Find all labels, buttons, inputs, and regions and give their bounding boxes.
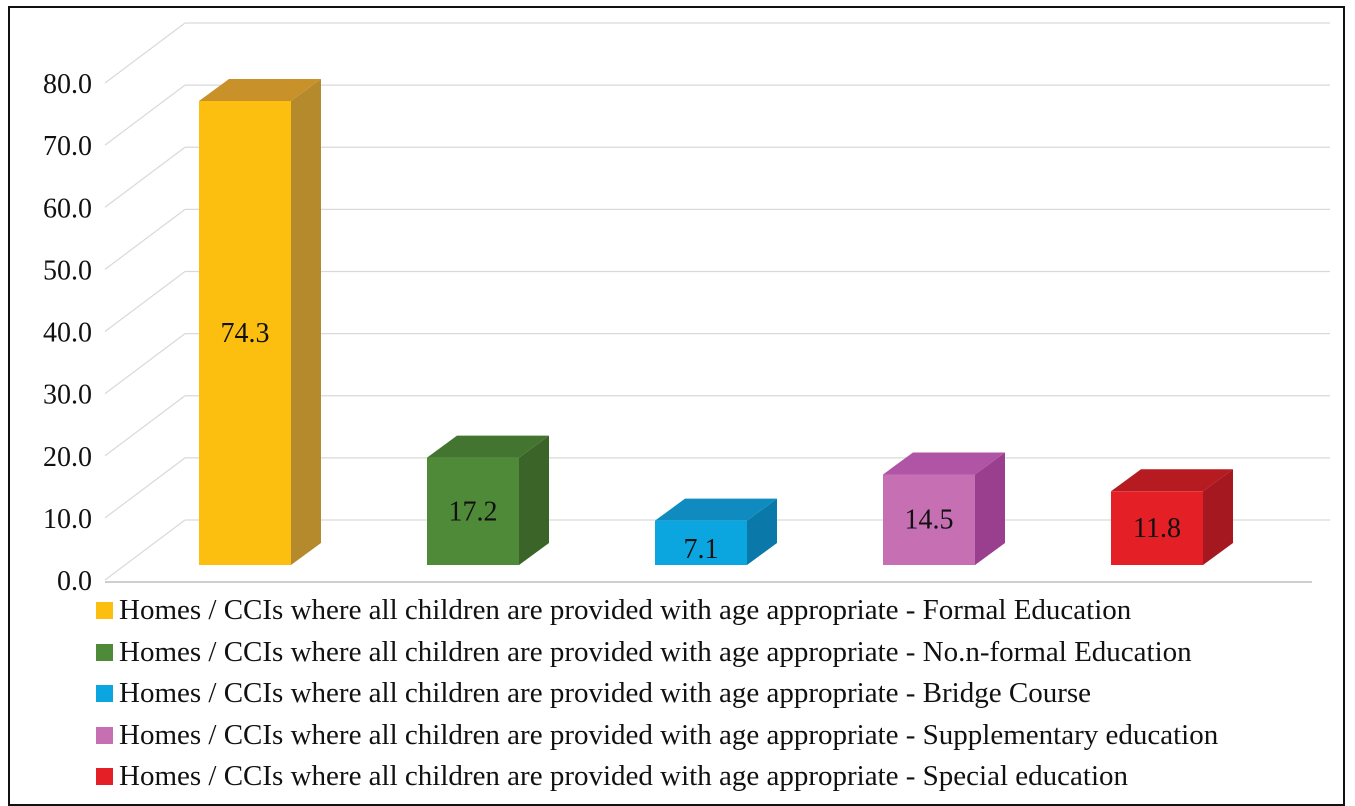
bar-top-face (199, 79, 321, 101)
gridline-diagonal (104, 22, 186, 84)
bar-side-face (291, 79, 321, 565)
y-tick-label: 60.0 (43, 193, 92, 224)
data-label: 17.2 (449, 496, 498, 527)
bar-1 (199, 79, 321, 565)
legend-item: Homes / CCIs where all children are prov… (96, 715, 1218, 757)
gridline-diagonal (104, 333, 186, 395)
y-tick-label: 20.0 (43, 442, 92, 473)
bar-side-face (975, 452, 1005, 565)
gridline-diagonal (104, 271, 186, 332)
bar-4 (883, 452, 1005, 565)
bar-front-face (655, 520, 747, 565)
bar-5 (1111, 469, 1233, 565)
bar-3 (655, 498, 777, 565)
legend-label: Homes / CCIs where all children are prov… (119, 635, 1192, 668)
legend-item: Homes / CCIs where all children are prov… (96, 632, 1218, 674)
y-tick-label: 30.0 (43, 380, 92, 411)
gridline-diagonal (104, 208, 186, 270)
gridline-diagonal (104, 395, 186, 457)
legend-label: Homes / CCIs where all children are prov… (119, 760, 1129, 793)
y-tick-label: 0.0 (57, 566, 92, 597)
legend-label: Homes / CCIs where all children are prov… (119, 718, 1219, 751)
bar-2 (427, 435, 549, 565)
legend-swatch (96, 685, 113, 703)
data-label: 74.3 (221, 318, 270, 349)
legend-swatch (96, 602, 113, 620)
gridlines (104, 22, 1330, 581)
bar-front-face (427, 457, 519, 565)
bars (199, 79, 1233, 565)
y-tick-label: 80.0 (43, 69, 92, 100)
y-tick-label: 10.0 (43, 504, 92, 535)
data-label: 14.5 (905, 505, 954, 536)
bar-side-face (747, 498, 777, 565)
bar-top-face (883, 452, 1005, 475)
bar-side-face (519, 435, 549, 565)
legend: Homes / CCIs where all children are prov… (96, 590, 1218, 798)
gridline-diagonal (104, 84, 186, 146)
data-label: 11.8 (1133, 513, 1181, 544)
y-axis: 0.0 10.0 20.0 30.0 40.0 50.0 60.0 70.0 80.0 (43, 69, 1312, 597)
legend-swatch (96, 768, 113, 786)
gridline-diagonal (104, 519, 186, 581)
y-tick-label: 50.0 (43, 255, 92, 286)
bar-side-face (1203, 469, 1233, 565)
data-labels: 74.3 17.2 7.1 14.5 11.8 (221, 318, 1181, 565)
gridline-diagonal (104, 146, 186, 208)
bar-top-face (655, 498, 777, 521)
legend-label: Homes / CCIs where all children are prov… (119, 594, 1132, 627)
legend-label: Homes / CCIs where all children are prov… (119, 677, 1092, 710)
legend-swatch (96, 643, 113, 661)
y-tick-label: 70.0 (43, 131, 92, 162)
bar-front-face (1111, 491, 1203, 565)
y-tick-label: 40.0 (43, 318, 92, 349)
bar-top-face (427, 435, 549, 458)
legend-item: Homes / CCIs where all children are prov… (96, 590, 1218, 632)
legend-item: Homes / CCIs where all children are prov… (96, 673, 1218, 715)
data-label: 7.1 (684, 534, 719, 565)
gridline-diagonal (104, 457, 186, 519)
legend-item: Homes / CCIs where all children are prov… (96, 756, 1218, 798)
bar-front-face (199, 101, 291, 565)
bar-front-face (883, 474, 975, 565)
bar-top-face (1111, 469, 1233, 492)
legend-swatch (96, 726, 113, 744)
